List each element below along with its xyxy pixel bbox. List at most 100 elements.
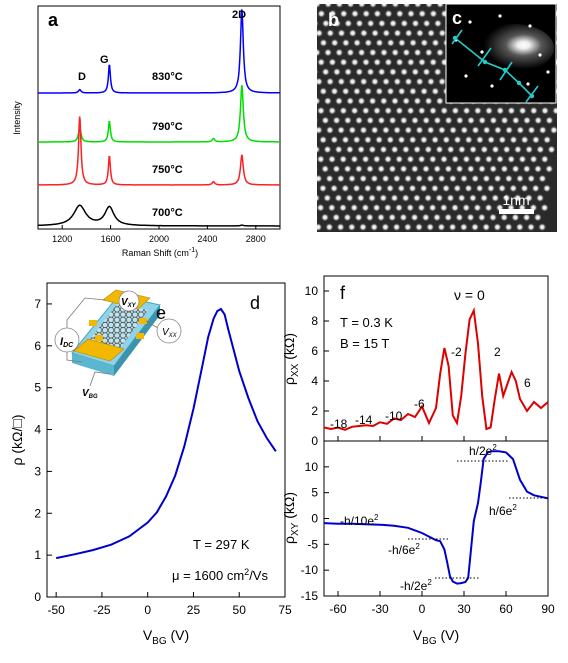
lattice-dot — [321, 67, 330, 77]
lattice-dot — [366, 116, 375, 125]
lattice-dot — [348, 28, 357, 38]
lattice-dot — [432, 213, 442, 222]
lattice-dot — [397, 87, 406, 96]
lattice-dot — [352, 233, 360, 241]
lattice-dot — [399, 67, 409, 77]
lattice-dot — [336, 125, 346, 135]
lattice-dot — [363, 87, 373, 96]
lattice-dot — [381, 222, 390, 232]
plateau-label-mh6e2: -h/6e2 — [388, 542, 420, 557]
lattice-dot — [356, 193, 366, 203]
lattice-dot — [348, 125, 357, 135]
lattice-dot — [341, 135, 350, 144]
lattice-dot — [299, 68, 307, 76]
plateau-label-mh10e2: -h/10e2 — [340, 513, 379, 528]
panel-f-top-ylabel: ρXX (kΩ) — [281, 333, 301, 385]
lattice-dot — [391, 48, 400, 57]
lattice-dot — [457, 193, 466, 203]
lattice-dot — [448, 174, 457, 183]
lattice-dot — [415, 77, 424, 86]
lattice-dot — [408, 184, 417, 193]
lattice-dot — [415, 174, 424, 183]
lattice-dot — [473, 106, 482, 115]
panel-d-xtick-label: -50 — [47, 603, 65, 617]
peak-label-d: D — [78, 71, 86, 83]
lattice-dot — [498, 233, 506, 241]
lattice-dot — [473, 155, 482, 164]
lattice-dot — [473, 203, 482, 212]
lattice-dot — [437, 125, 447, 135]
diffraction-spot — [468, 20, 472, 24]
lattice-dot — [529, 106, 538, 115]
diffraction-spot — [528, 24, 532, 28]
lattice-dot — [404, 125, 413, 135]
panel-d-xtick-label: 0 — [144, 603, 151, 617]
lattice-dot — [358, 222, 368, 232]
lattice-dot — [379, 145, 388, 154]
panel-f-bottom-ytick-label: 10 — [305, 460, 319, 474]
lattice-dot — [524, 193, 534, 203]
lattice-dot — [354, 213, 363, 222]
lattice-dot — [488, 213, 498, 222]
lattice-dot — [317, 9, 326, 18]
lattice-dot — [337, 28, 346, 38]
lattice-dot — [384, 58, 393, 67]
lattice-dot — [317, 19, 319, 27]
lattice-dot — [513, 145, 523, 154]
lattice-dot — [317, 155, 325, 164]
lattice-dot — [428, 106, 438, 115]
panel-a-xtick-label: 2000 — [149, 234, 169, 244]
lattice-dot — [406, 58, 415, 67]
panel-f-axes: -60 -30 0 30 60 90 0 2 4 6 8 10 -15 -10 -5 0 5 10 — [301, 284, 555, 616]
lattice-dot — [438, 28, 447, 38]
plateau-label-h2e2: h/2e2 — [469, 443, 497, 458]
lattice-dot — [435, 193, 444, 203]
lattice-dot — [491, 145, 500, 154]
lattice-dot — [294, 107, 302, 115]
lattice-dot — [317, 28, 324, 38]
lattice-dot — [500, 213, 509, 222]
lattice-dot — [318, 184, 328, 193]
lattice-dot — [292, 126, 300, 134]
lattice-dot — [401, 193, 410, 203]
lattice-dot — [440, 106, 449, 115]
lattice-dot — [308, 136, 316, 144]
temp-label-830: 830°C — [152, 71, 183, 83]
lattice-dot — [285, 136, 293, 144]
lattice-dot — [380, 4, 389, 9]
vxx-label: VXX — [162, 327, 178, 339]
lattice-dot — [493, 174, 502, 183]
panel-d-ytick-label: 1 — [34, 548, 41, 562]
lattice-dot — [368, 48, 377, 57]
plateau-label-mh2e2: -h/2e2 — [400, 578, 432, 593]
lattice-dot — [370, 28, 380, 38]
lattice-dot — [328, 58, 337, 67]
lattice-dot — [417, 106, 426, 115]
lattice-dot — [433, 67, 442, 77]
contact-side-right-1 — [139, 318, 147, 324]
lattice-dot — [477, 164, 487, 174]
lattice-dot — [419, 87, 429, 96]
lattice-dot — [418, 9, 427, 18]
lattice-dot — [422, 67, 431, 77]
lattice-dot — [529, 155, 538, 164]
lattice-dot — [413, 48, 422, 57]
lattice-dot — [401, 145, 411, 154]
lattice-dot — [552, 106, 557, 115]
lattice-dot — [431, 38, 440, 47]
scale-bar — [499, 209, 534, 214]
lattice-dot — [294, 155, 302, 163]
lattice-dot — [520, 135, 529, 144]
lattice-dot — [317, 48, 321, 57]
lattice-dot — [303, 126, 311, 134]
lattice-dot — [366, 19, 375, 28]
lattice-dot — [462, 203, 471, 212]
lattice-dot — [448, 222, 457, 232]
lattice-dot — [390, 193, 399, 203]
lattice-dot — [394, 203, 404, 212]
lattice-dot — [299, 165, 307, 173]
panel-d-ytick-label: 6 — [34, 339, 41, 353]
panel-f-top-ytick-label: 6 — [311, 344, 318, 358]
lattice-dot — [486, 135, 496, 144]
lattice-dot — [317, 214, 318, 221]
